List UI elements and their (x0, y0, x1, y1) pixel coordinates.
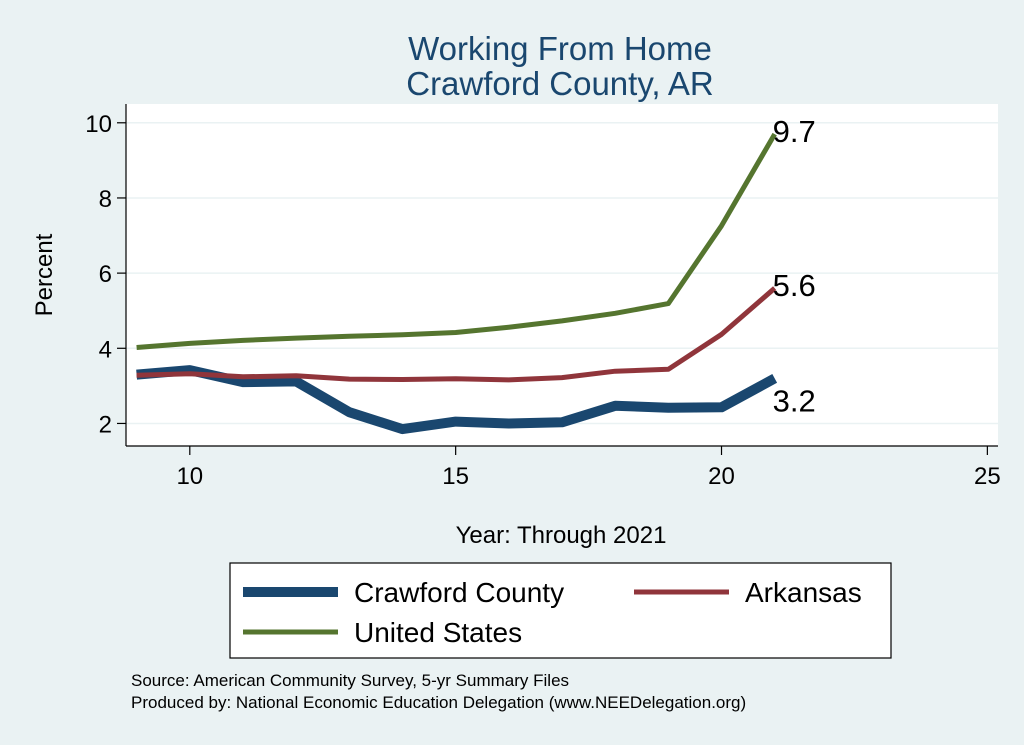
plot-area (126, 104, 998, 446)
series-line-crawford-county (136, 365, 778, 435)
x-axis: 10 15 20 25 (126, 445, 1001, 490)
end-label-arkansas: 5.6 (773, 268, 816, 303)
source-note: Source: American Community Survey, 5-yr … (131, 671, 569, 690)
y-tick-label-8: 8 (99, 186, 112, 213)
legend-label-crawford-county: Crawford County (354, 577, 564, 608)
y-tick-label-4: 4 (99, 336, 112, 363)
chart-title-line-1: Working From Home (408, 30, 712, 67)
x-tick-label-15: 15 (442, 463, 469, 490)
legend-box (229, 562, 892, 659)
legend: Crawford County Arkansas United States (229, 562, 892, 659)
y-tick-label-6: 6 (99, 261, 112, 288)
x-tick-label-20: 20 (708, 463, 735, 490)
series-line-united-states (136, 132, 777, 350)
x-axis-label: Year: Through 2021 (456, 522, 667, 549)
legend-label-arkansas: Arkansas (745, 577, 862, 608)
y-axis-label: Percent (31, 233, 58, 316)
producer-note: Produced by: National Economic Education… (131, 693, 746, 712)
x-tick-label-25: 25 (974, 463, 1001, 490)
chart-title-line-2: Crawford County, AR (406, 65, 714, 102)
y-tick-label-2: 2 (99, 411, 112, 438)
end-label-united-states: 9.7 (773, 114, 816, 149)
x-tick-label-10: 10 (176, 463, 203, 490)
y-axis: 2 4 6 8 10 (85, 104, 127, 446)
legend-label-united-states: United States (354, 617, 522, 648)
series-lines (136, 132, 778, 435)
end-label-crawford-county: 3.2 (773, 383, 816, 418)
grid-lines (126, 122, 998, 425)
end-labels: 3.2 5.6 9.7 (773, 114, 816, 418)
series-line-arkansas (136, 286, 777, 383)
y-tick-label-10: 10 (85, 111, 112, 138)
